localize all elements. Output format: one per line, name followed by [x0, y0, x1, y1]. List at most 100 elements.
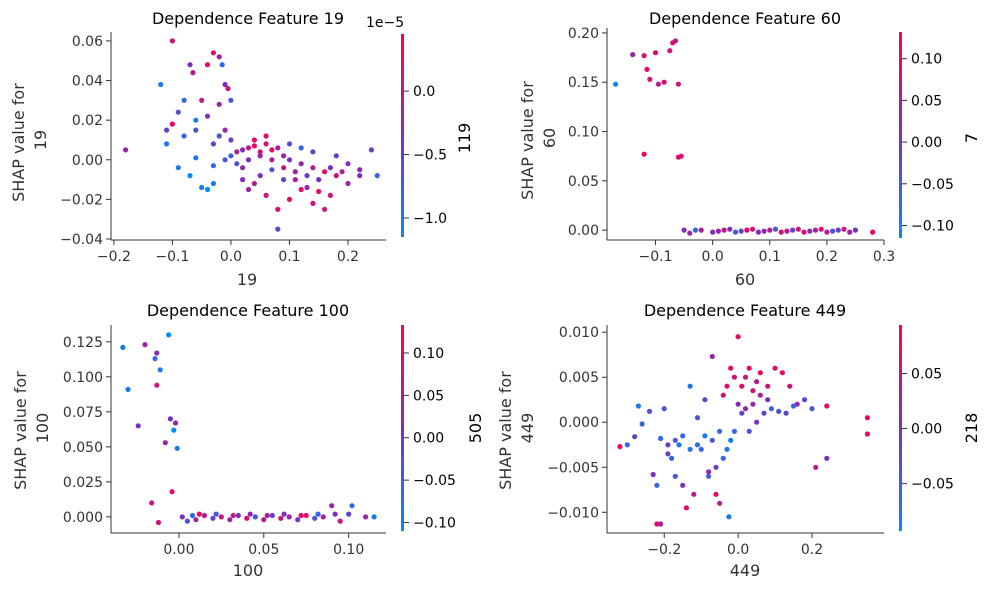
x-axis-ticks: −0.2 −0.1 0.0 0.1 0.2: [97, 240, 359, 265]
scatter-point: [728, 437, 734, 443]
scatter-point: [204, 186, 211, 193]
scatter-point: [739, 410, 745, 416]
scatter-point: [665, 442, 671, 448]
colorbar-tick-label: −0.05: [911, 177, 954, 193]
scatter-point: [368, 147, 374, 153]
scatter-point: [744, 227, 750, 233]
colorbar: [899, 325, 902, 531]
scatter-point: [783, 410, 789, 416]
scatter-points: [617, 334, 871, 527]
scatter-point: [713, 491, 719, 497]
scatter-point: [251, 143, 257, 149]
scatter-point: [154, 350, 160, 356]
scatter-point: [755, 229, 762, 235]
scatter-point: [672, 473, 678, 479]
scatter-point: [644, 66, 650, 72]
scatter-point: [357, 173, 363, 179]
y-axis-label-line2: 449: [518, 413, 537, 444]
scatter-point: [222, 127, 228, 133]
scatter-point: [784, 228, 790, 234]
scatter-point: [680, 482, 686, 488]
scatter-point: [772, 226, 779, 232]
scatter-point: [155, 519, 162, 526]
scatter-point: [275, 206, 281, 212]
y-tick-label: 0.00: [72, 153, 103, 169]
y-axis-label-line1: SHAP value for: [11, 371, 30, 490]
scatter-point: [286, 196, 293, 202]
scatter-point: [189, 512, 196, 519]
scatter-point: [339, 169, 345, 175]
x-axis-label: 60: [735, 270, 755, 289]
scatter-point: [661, 79, 667, 85]
scatter-point: [654, 482, 660, 488]
scatter-point: [667, 48, 673, 54]
scatter-point: [251, 180, 257, 187]
scatter-point: [750, 388, 756, 394]
scatter-point: [210, 515, 216, 521]
scatter-point: [216, 101, 222, 107]
scatter-point: [807, 228, 813, 234]
x-axis-label: 100: [233, 561, 264, 580]
scatter-point: [222, 81, 228, 88]
scatter-point: [175, 109, 181, 115]
scatter-point: [779, 370, 786, 376]
y-tick-label: 0.025: [63, 475, 103, 491]
y-axis-ticks: 0.000 0.025 0.050 0.075 0.100 0.125: [63, 335, 111, 526]
scatter-point: [717, 428, 723, 434]
y-tick-label: −0.04: [60, 232, 103, 248]
scatter-point: [363, 514, 369, 520]
scatter-point: [125, 386, 131, 392]
colorbar-tick-label: 0.00: [413, 431, 444, 447]
scatter-point: [754, 419, 760, 425]
scatter-point: [675, 81, 682, 87]
scatter-point: [292, 169, 298, 175]
scatter-point: [316, 188, 322, 195]
scatter-point: [735, 334, 741, 340]
scatter-point: [374, 173, 380, 179]
scatter-point: [230, 512, 236, 519]
scatter-point: [204, 62, 211, 68]
scatter-point: [244, 515, 250, 521]
scatter-point: [304, 184, 310, 191]
scatter-point: [692, 227, 699, 233]
scatter-point: [754, 379, 760, 385]
scatter-point: [222, 157, 228, 163]
scatter-point: [702, 433, 708, 439]
scatter-point: [687, 383, 693, 389]
scatter-point: [812, 227, 819, 233]
scatter-point: [216, 54, 222, 60]
scatter-point: [654, 521, 660, 527]
scatter-point: [761, 228, 767, 234]
scatter-point: [680, 433, 686, 439]
scatter-point: [264, 512, 270, 519]
chart-title: Dependence Feature 19: [152, 9, 344, 28]
dependence-plot-60: Dependence Feature 60 60 SHAP value for …: [518, 9, 981, 289]
scatter-point: [196, 511, 202, 517]
scatter-point: [709, 437, 715, 443]
scatter-point: [210, 50, 216, 56]
y-axis-label: SHAP value for 60: [518, 76, 559, 200]
scatter-point: [683, 505, 690, 511]
scatter-point: [746, 365, 752, 371]
scatter-point: [158, 81, 164, 88]
scatter-point: [228, 137, 234, 143]
scatter-point: [123, 147, 129, 153]
scatter-point: [746, 428, 752, 434]
scatter-point: [635, 403, 642, 409]
scatter-point: [687, 446, 693, 452]
x-tick-label: 0.3: [873, 249, 895, 265]
scatter-point: [247, 511, 253, 517]
scatter-point: [750, 401, 756, 407]
scatter-point: [717, 500, 723, 506]
scatter-point: [841, 226, 847, 232]
scatter-point: [187, 62, 193, 68]
scatter-point: [227, 517, 233, 523]
scatter-point: [641, 53, 647, 59]
scatter-point: [210, 141, 216, 147]
colorbar-label: 119: [455, 123, 474, 154]
y-tick-label: 0.100: [63, 370, 103, 386]
scatter-point: [333, 173, 339, 179]
scatter-point: [327, 165, 333, 171]
y-tick-label: 0.050: [63, 440, 103, 456]
scatter-point: [275, 226, 281, 232]
